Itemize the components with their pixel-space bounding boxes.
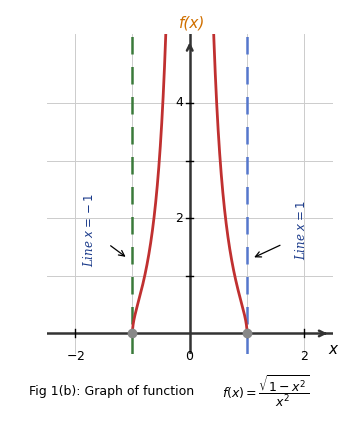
Text: f(x): f(x) <box>179 16 206 31</box>
Text: $4$: $4$ <box>175 96 184 109</box>
Text: $0$: $0$ <box>185 349 194 362</box>
Text: $2$: $2$ <box>175 212 184 225</box>
Text: $-2$: $-2$ <box>66 349 85 362</box>
Text: Line $x=1$: Line $x=1$ <box>294 200 309 260</box>
Text: Fig 1(b): Graph of function: Fig 1(b): Graph of function <box>29 385 202 398</box>
Text: $f(x) = \dfrac{\sqrt{1-x^2}}{x^2}$: $f(x) = \dfrac{\sqrt{1-x^2}}{x^2}$ <box>222 373 309 410</box>
Text: $2$: $2$ <box>300 349 309 362</box>
Text: Line $x=-1$: Line $x=-1$ <box>82 193 97 267</box>
Text: x: x <box>328 342 338 357</box>
